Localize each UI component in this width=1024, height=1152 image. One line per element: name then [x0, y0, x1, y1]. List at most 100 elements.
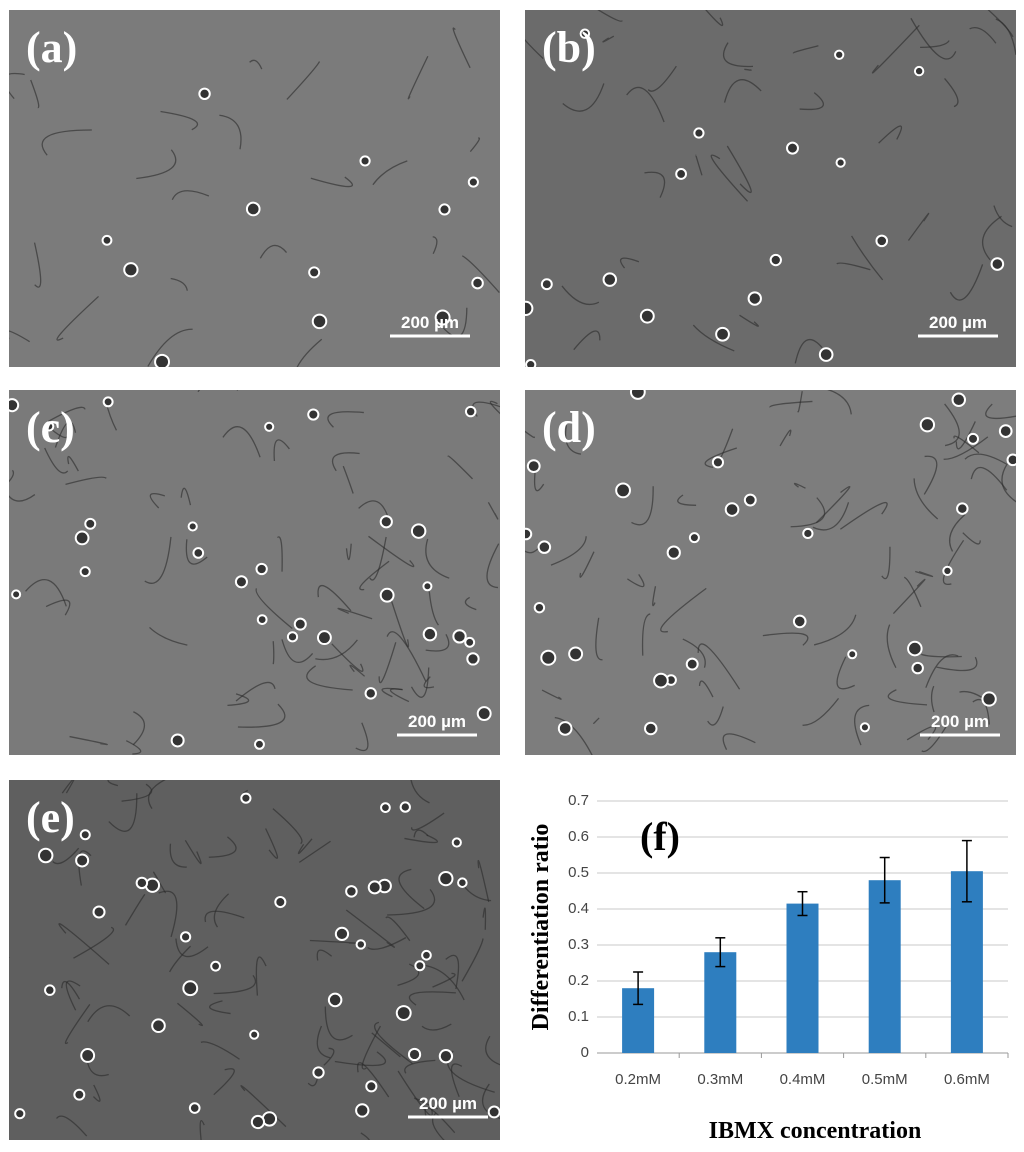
cell — [74, 530, 90, 546]
cell-process — [200, 1041, 240, 1060]
cell-process — [698, 680, 714, 698]
cell-process — [930, 685, 935, 713]
cell — [688, 532, 700, 544]
cell — [438, 870, 454, 887]
cell — [533, 601, 546, 614]
cell — [84, 517, 97, 530]
cell — [92, 905, 106, 919]
cell-process — [485, 1035, 500, 1066]
cell-process — [160, 110, 199, 131]
cell — [653, 672, 669, 689]
y-tick-label: 0.4 — [568, 900, 589, 917]
cell — [359, 155, 371, 167]
cell — [466, 652, 480, 666]
cell-process — [981, 215, 1002, 261]
cell — [379, 515, 393, 529]
cell-process — [962, 532, 981, 545]
cell-process — [812, 502, 850, 531]
micrograph-background — [9, 390, 500, 755]
cell-process — [296, 338, 323, 367]
cell — [907, 640, 923, 657]
cell — [875, 234, 889, 248]
cell-process — [915, 570, 934, 578]
cell-process — [410, 667, 430, 698]
cell — [79, 566, 91, 578]
cell-process — [573, 330, 601, 351]
cell-process — [149, 626, 188, 646]
cell-process — [407, 55, 429, 100]
cell — [464, 405, 477, 418]
cell-process — [169, 945, 192, 973]
cell-process — [477, 859, 490, 903]
cell-process — [372, 160, 408, 186]
bar — [704, 952, 737, 1053]
cell — [802, 527, 814, 540]
error-bar — [797, 890, 808, 917]
cell — [981, 691, 997, 707]
cell-process — [953, 435, 980, 454]
cell — [913, 65, 925, 77]
cell-process — [385, 916, 411, 942]
cell-process — [389, 688, 410, 703]
cell-process — [813, 614, 857, 646]
cell-process — [69, 735, 108, 746]
cell — [73, 1088, 86, 1101]
cell-process — [281, 639, 314, 664]
cell — [188, 1102, 201, 1114]
micrograph — [525, 390, 1016, 755]
cell-process — [397, 1070, 433, 1117]
cell-process — [425, 634, 450, 652]
cell-process — [349, 664, 366, 677]
cell-process — [331, 452, 360, 472]
cell-process — [51, 428, 69, 439]
cell-process — [273, 439, 290, 462]
cell-process — [397, 963, 420, 986]
x-tick-label: 0.6mM — [944, 1071, 990, 1088]
cell-process — [432, 236, 438, 255]
cell-process — [525, 39, 544, 60]
cell — [452, 629, 467, 644]
cell — [79, 829, 91, 841]
cell — [1006, 453, 1016, 467]
cell-process — [286, 61, 321, 100]
cell-process — [272, 641, 275, 665]
cell-process — [369, 536, 387, 581]
cell-process — [310, 176, 353, 188]
cell — [743, 493, 757, 507]
cell-process — [124, 893, 146, 926]
cell — [537, 540, 552, 554]
cell-process — [208, 836, 237, 858]
cell-process — [722, 42, 754, 68]
cell-process — [33, 242, 42, 288]
cell-process — [374, 1021, 413, 1065]
cell — [834, 49, 845, 60]
cell-process — [87, 1005, 131, 1023]
y-tick-label: 0.1 — [568, 1008, 589, 1025]
cell — [769, 253, 782, 267]
cell-process — [644, 171, 666, 198]
cell-process — [107, 780, 119, 787]
cell — [154, 353, 171, 367]
cell-process — [356, 1062, 390, 1098]
scale-bar-label: 200 µm — [929, 313, 987, 332]
cell-process — [797, 391, 803, 413]
cell-process — [171, 190, 210, 201]
cell-process — [969, 26, 997, 44]
cell — [919, 417, 936, 433]
cell-process — [799, 92, 825, 111]
cell-process — [324, 1006, 353, 1041]
cell-process — [641, 613, 651, 656]
cell-process — [47, 406, 86, 423]
cell-process — [452, 27, 471, 69]
cell-process — [41, 129, 92, 156]
cell-process — [431, 1112, 445, 1140]
cell — [467, 176, 479, 188]
cell-process — [345, 543, 352, 561]
scale-bar-label: 200 µm — [419, 1094, 477, 1113]
cell-process — [682, 638, 706, 668]
cell-process — [199, 1120, 205, 1140]
cell — [101, 234, 113, 246]
cell-process — [887, 689, 928, 706]
cell-process — [297, 838, 313, 854]
micrograph — [525, 10, 1016, 367]
